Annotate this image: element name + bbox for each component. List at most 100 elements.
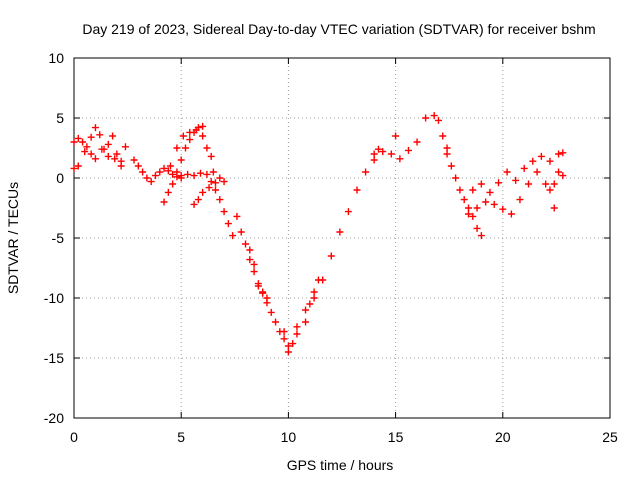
series-early-lower — [70, 145, 125, 172]
data-point — [203, 170, 211, 178]
data-point — [464, 210, 472, 218]
data-point — [267, 308, 275, 316]
data-point — [166, 162, 174, 170]
data-point — [533, 168, 541, 176]
data-point — [293, 323, 301, 331]
data-point — [250, 260, 258, 268]
data-point — [139, 168, 147, 176]
data-point — [250, 268, 258, 276]
data-point — [559, 172, 567, 180]
data-point — [525, 180, 533, 188]
series-decline-6-8h — [207, 178, 241, 240]
data-point — [486, 188, 494, 196]
data-point — [555, 168, 563, 176]
data-point — [537, 152, 545, 160]
data-point — [224, 220, 232, 228]
x-axis-label: GPS time / hours — [287, 457, 394, 473]
data-point — [392, 132, 400, 140]
chart-title: Day 219 of 2023, Sidereal Day-to-day VTE… — [82, 21, 595, 37]
data-point — [246, 246, 254, 254]
data-point — [184, 170, 192, 178]
data-point — [370, 156, 378, 164]
data-point — [196, 169, 204, 177]
data-point — [452, 174, 460, 182]
data-point — [242, 240, 250, 248]
data-point — [212, 186, 220, 194]
data-point — [456, 186, 464, 194]
data-point — [194, 196, 202, 204]
data-point — [555, 150, 563, 158]
data-point — [205, 184, 213, 192]
data-point — [430, 112, 438, 120]
y-tick-label: -20 — [44, 410, 64, 426]
data-point — [216, 196, 224, 204]
series-tail-22h — [546, 168, 567, 194]
data-point — [117, 162, 125, 170]
data-point — [74, 134, 82, 142]
data-point — [113, 150, 121, 158]
data-point — [374, 145, 382, 153]
data-point — [520, 164, 528, 172]
data-point — [314, 276, 322, 284]
data-point — [109, 132, 117, 140]
data-point — [302, 318, 310, 326]
data-point — [190, 200, 198, 208]
data-point — [477, 232, 485, 240]
data-point — [160, 164, 168, 172]
data-point — [284, 342, 292, 350]
data-point — [173, 168, 181, 176]
data-point — [439, 132, 447, 140]
data-point — [499, 205, 507, 213]
data-point — [156, 168, 164, 176]
x-tick-label: 20 — [495, 429, 511, 445]
x-tick-label: 0 — [70, 429, 78, 445]
series-upper-loop — [166, 122, 207, 170]
data-point — [546, 186, 554, 194]
data-point — [284, 348, 292, 356]
data-point — [272, 318, 280, 326]
data-point — [387, 150, 395, 158]
data-point — [169, 180, 177, 188]
data-point — [327, 252, 335, 260]
data-point — [289, 340, 297, 348]
data-point — [344, 208, 352, 216]
data-point — [263, 294, 271, 302]
data-point — [422, 114, 430, 122]
data-point — [559, 149, 567, 157]
data-point — [404, 146, 412, 154]
data-point — [173, 144, 181, 152]
data-point — [151, 172, 159, 180]
data-point — [507, 210, 515, 218]
data-point — [179, 132, 187, 140]
data-point — [186, 136, 194, 144]
data-point — [181, 144, 189, 152]
data-point — [98, 145, 106, 153]
data-point — [186, 128, 194, 136]
data-point — [199, 132, 207, 140]
series-decline-17-19h — [443, 150, 485, 240]
data-point — [199, 188, 207, 196]
series-rise-10-14h — [293, 145, 382, 338]
data-point — [111, 155, 119, 163]
data-point — [192, 126, 200, 134]
data-point — [336, 228, 344, 236]
data-point — [503, 168, 511, 176]
data-point — [246, 256, 254, 264]
data-point — [293, 330, 301, 338]
data-point — [473, 204, 481, 212]
data-point — [164, 188, 172, 196]
data-point — [177, 172, 185, 180]
data-point — [280, 335, 288, 343]
data-point — [443, 144, 451, 152]
data-point — [490, 200, 498, 208]
data-point — [550, 180, 558, 188]
data-point — [220, 178, 228, 186]
data-point — [164, 167, 172, 175]
data-point — [216, 174, 224, 182]
series-rise-secondary — [302, 276, 322, 314]
x-tick-label: 10 — [281, 429, 297, 445]
data-point — [477, 180, 485, 188]
data-point — [130, 156, 138, 164]
y-tick-label: 10 — [48, 50, 64, 66]
